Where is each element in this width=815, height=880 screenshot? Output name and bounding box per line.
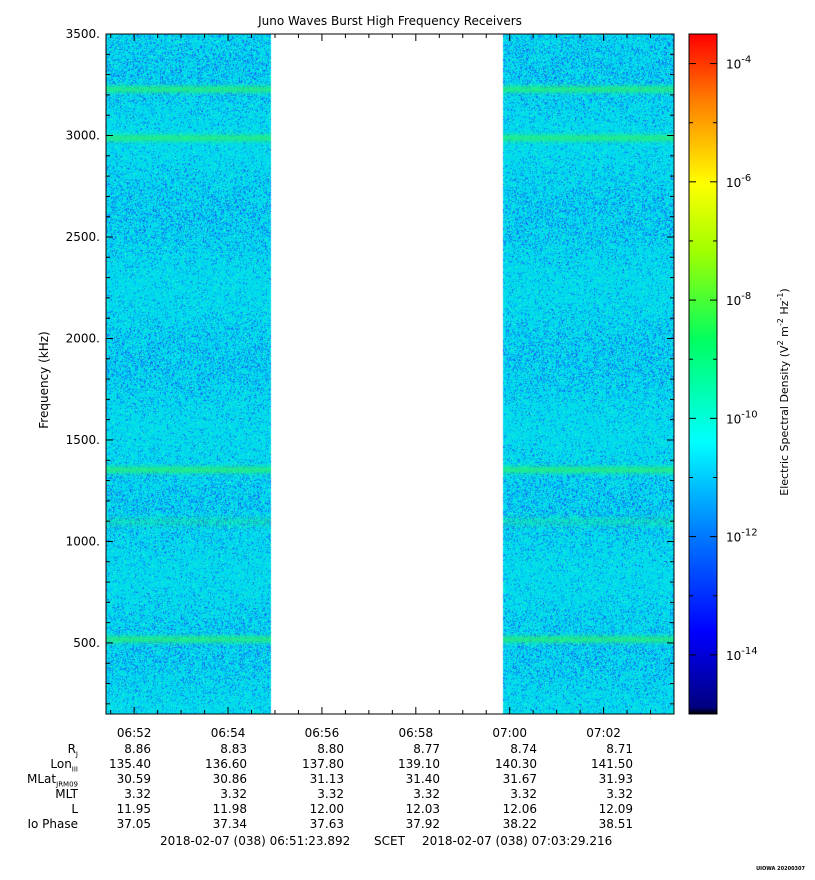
ephem-value: 30.59 bbox=[116, 772, 151, 786]
ephem-value: 8.71 bbox=[606, 742, 633, 756]
ephem-value: 38.51 bbox=[598, 817, 633, 831]
ephem-value: 8.83 bbox=[220, 742, 247, 756]
chart-title: Juno Waves Burst High Frequency Receiver… bbox=[257, 14, 522, 28]
x-tick-label: 06:52 bbox=[117, 726, 152, 740]
ephem-value: 3.32 bbox=[510, 787, 537, 801]
ephem-value: 31.67 bbox=[502, 772, 537, 786]
colorbar bbox=[688, 33, 718, 715]
ephem-value: 12.03 bbox=[405, 802, 440, 816]
colorbar-tick-label: 10-12 bbox=[726, 528, 758, 545]
ephem-value: 12.00 bbox=[309, 802, 344, 816]
ephem-value: 11.95 bbox=[116, 802, 151, 816]
y-tick-label: 3500. bbox=[66, 27, 100, 41]
footer-end-time: 2018-02-07 (038) 07:03:29.216 bbox=[422, 834, 613, 848]
ephem-value: 11.98 bbox=[212, 802, 247, 816]
footer-scet-label: SCET bbox=[374, 834, 405, 848]
ephem-value: 30.86 bbox=[212, 772, 247, 786]
spectrogram-image bbox=[106, 34, 674, 714]
uiowa-stamp: UIOWA 20200307 bbox=[756, 866, 805, 872]
ephem-label-lon: LonIII bbox=[50, 757, 78, 774]
x-tick-label: 07:00 bbox=[492, 726, 527, 740]
ephem-value: 140.30 bbox=[495, 757, 537, 771]
ephem-label-rj: RJ bbox=[67, 742, 78, 759]
x-tick-label: 06:58 bbox=[399, 726, 434, 740]
colorbar-tick-label: 10-8 bbox=[726, 291, 751, 308]
ephem-value: 3.32 bbox=[317, 787, 344, 801]
plot-axes: 500. 1000. 1500. 2000. 2500. 3000. 3500. 06:52 0… bbox=[66, 27, 675, 740]
ephem-value: 8.74 bbox=[510, 742, 537, 756]
y-axis-label: Frequency (kHz) bbox=[37, 331, 51, 428]
y-tick-label: 3000. bbox=[66, 128, 100, 142]
ephem-value: 139.10 bbox=[398, 757, 440, 771]
ephem-value: 31.13 bbox=[309, 772, 344, 786]
y-tick-label: 1500. bbox=[66, 433, 100, 447]
spectrogram-raster bbox=[106, 34, 674, 714]
plot-frame bbox=[105, 33, 675, 715]
ephem-value: 31.40 bbox=[405, 772, 440, 786]
y-tick-label: 500. bbox=[73, 636, 100, 650]
footer-start-time: 2018-02-07 (038) 06:51:23.892 bbox=[160, 834, 351, 848]
ephem-value: 37.63 bbox=[309, 817, 344, 831]
ephem-value: 137.80 bbox=[302, 757, 344, 771]
ephem-value: 3.32 bbox=[413, 787, 440, 801]
ephem-value: 31.93 bbox=[598, 772, 633, 786]
ephem-value: 8.80 bbox=[317, 742, 344, 756]
ephem-value: 8.77 bbox=[413, 742, 440, 756]
ephem-value: 3.32 bbox=[220, 787, 247, 801]
ephem-value: 12.09 bbox=[598, 802, 633, 816]
x-tick-label: 07:02 bbox=[586, 726, 621, 740]
y-tick-label: 2000. bbox=[66, 331, 100, 345]
ephem-value: 3.32 bbox=[606, 787, 633, 801]
colorbar-tick-label: 10-10 bbox=[726, 409, 758, 426]
ephem-value: 12.06 bbox=[502, 802, 537, 816]
ephem-value: 135.40 bbox=[109, 757, 151, 771]
colorbar-axis: 10-14 10-12 10-10 10-8 10-6 10-4 bbox=[689, 55, 758, 715]
colorbar-tick-label: 10-4 bbox=[726, 55, 751, 72]
ephem-value: 37.05 bbox=[116, 817, 151, 831]
ephem-value: 37.34 bbox=[212, 817, 247, 831]
x-tick-label: 06:54 bbox=[211, 726, 246, 740]
ephem-value: 136.60 bbox=[205, 757, 247, 771]
ephem-label-mlat: MLatJRM09 bbox=[27, 772, 78, 789]
ephem-value: 38.22 bbox=[502, 817, 537, 831]
ephem-label-io-phase: Io Phase bbox=[27, 817, 78, 831]
y-tick-label: 1000. bbox=[66, 534, 100, 548]
ephem-value: 8.86 bbox=[124, 742, 151, 756]
colorbar-tick-label: 10-14 bbox=[726, 646, 758, 663]
colorbar-tick-label: 10-6 bbox=[726, 173, 751, 190]
ephem-value: 3.32 bbox=[124, 787, 151, 801]
ephem-value: 37.92 bbox=[405, 817, 440, 831]
ephem-label-l: L bbox=[71, 802, 78, 816]
ephem-value: 141.50 bbox=[591, 757, 633, 771]
x-tick-label: 06:56 bbox=[305, 726, 340, 740]
ephem-label-mlt: MLT bbox=[55, 787, 78, 801]
y-tick-label: 2500. bbox=[66, 230, 100, 244]
colorbar-label: Electric Spectral Density (V2 m-2 Hz-1) bbox=[776, 288, 791, 495]
